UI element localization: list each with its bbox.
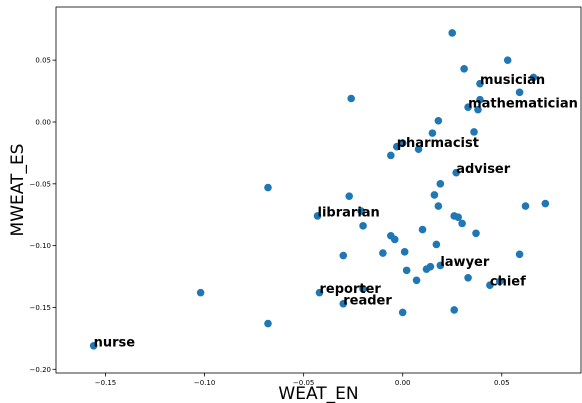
data-point bbox=[402, 266, 411, 275]
data-point bbox=[359, 222, 367, 230]
data-point bbox=[359, 285, 367, 293]
point-label-musician: musician bbox=[480, 73, 545, 88]
data-point bbox=[432, 240, 441, 249]
data-point bbox=[486, 281, 494, 290]
data-point bbox=[541, 199, 550, 208]
y-tick-label: −0.05 bbox=[30, 180, 51, 188]
data-point bbox=[345, 192, 354, 200]
x-tick-label: 0.00 bbox=[395, 379, 411, 387]
data-point bbox=[472, 229, 480, 238]
y-tick-label: 0.05 bbox=[35, 57, 51, 65]
data-point bbox=[434, 202, 443, 210]
point-label-pharmacist: pharmacist bbox=[397, 136, 479, 151]
data-point bbox=[529, 73, 538, 82]
data-point bbox=[464, 273, 472, 282]
data-point bbox=[418, 225, 427, 234]
data-point bbox=[521, 202, 530, 210]
data-point bbox=[339, 251, 348, 260]
data-point bbox=[464, 103, 472, 111]
axis-ticks: −0.15 −0.10 −0.05 0.00 0.05 −0.20 −0.15 −0.10 −0… bbox=[30, 57, 510, 387]
point-label-librarian: librarian bbox=[318, 205, 380, 220]
data-point bbox=[515, 88, 524, 97]
data-point bbox=[414, 145, 423, 153]
data-point bbox=[264, 319, 272, 328]
point-label-reporter: reporter bbox=[319, 282, 381, 297]
point-label-mathematician: mathematician bbox=[468, 97, 578, 112]
data-point bbox=[390, 235, 399, 244]
y-tick-label: 0.00 bbox=[35, 118, 51, 126]
data-point bbox=[436, 261, 445, 270]
data-point bbox=[476, 95, 484, 104]
x-axis-title: WEAT_EN bbox=[278, 384, 358, 403]
data-point bbox=[315, 288, 324, 297]
data-point bbox=[398, 139, 407, 147]
data-point bbox=[422, 265, 431, 273]
data-point bbox=[89, 341, 98, 350]
y-tick-label: −0.15 bbox=[30, 304, 51, 312]
y-axis-title: MWEAT_ES bbox=[8, 144, 28, 237]
data-point bbox=[454, 213, 462, 222]
x-tick-label: −0.15 bbox=[95, 379, 116, 387]
data-point bbox=[458, 219, 466, 228]
y-tick-label: −0.20 bbox=[30, 366, 51, 374]
data-point bbox=[339, 299, 348, 308]
data-point bbox=[436, 180, 445, 188]
data-point bbox=[347, 94, 355, 103]
point-labels: musician mathematician pharmacist adviser li… bbox=[94, 73, 578, 350]
point-label-reader: reader bbox=[343, 293, 392, 308]
data-point bbox=[264, 183, 272, 192]
data-point bbox=[434, 116, 443, 125]
data-point bbox=[470, 128, 478, 136]
data-points bbox=[89, 29, 550, 350]
data-point bbox=[428, 129, 437, 137]
data-point bbox=[460, 65, 468, 73]
data-point bbox=[392, 142, 401, 151]
data-point bbox=[430, 191, 439, 199]
y-tick-label: −0.10 bbox=[30, 242, 51, 250]
point-label-adviser: adviser bbox=[456, 162, 511, 177]
data-point bbox=[452, 168, 460, 177]
data-point bbox=[412, 276, 421, 285]
plot-frame bbox=[55, 6, 582, 374]
data-point bbox=[357, 207, 365, 215]
data-point bbox=[387, 151, 395, 160]
data-point bbox=[379, 249, 387, 257]
x-tick-label: −0.10 bbox=[194, 379, 215, 387]
x-tick-label: 0.05 bbox=[494, 379, 510, 387]
data-point bbox=[515, 250, 524, 259]
point-label-nurse: nurse bbox=[94, 335, 136, 350]
data-point bbox=[450, 306, 459, 314]
point-label-lawyer: lawyer bbox=[440, 255, 490, 270]
x-tick-label: −0.05 bbox=[293, 379, 314, 387]
data-point bbox=[313, 212, 322, 220]
data-point bbox=[474, 105, 482, 114]
data-point bbox=[400, 248, 409, 256]
data-point bbox=[495, 277, 504, 286]
point-label-chief: chief bbox=[490, 275, 526, 290]
data-point bbox=[448, 29, 457, 37]
data-point bbox=[476, 79, 484, 88]
data-point bbox=[196, 288, 205, 297]
data-point bbox=[503, 56, 512, 64]
data-point bbox=[398, 308, 407, 317]
